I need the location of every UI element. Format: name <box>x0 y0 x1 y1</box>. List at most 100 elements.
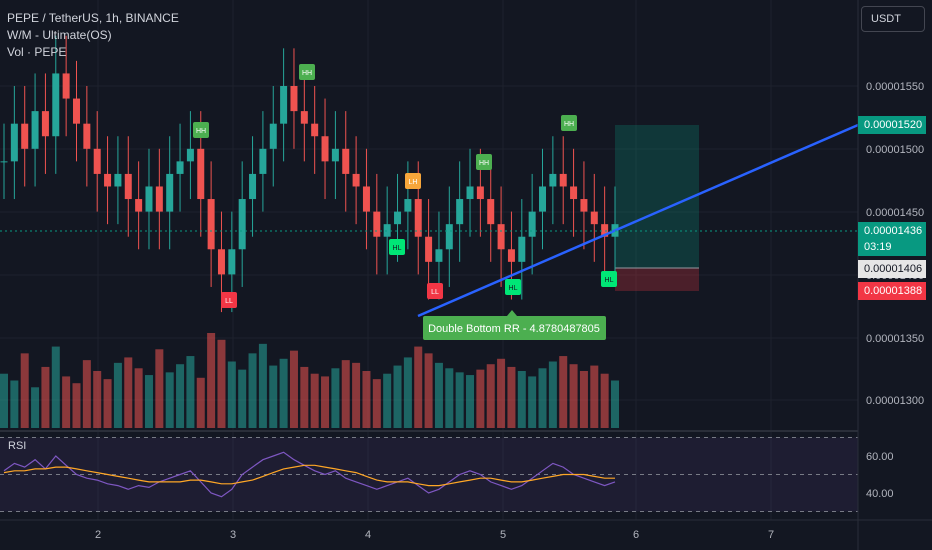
rsi-tick-label: 40.00 <box>866 488 894 500</box>
rsi-line <box>3 451 616 498</box>
volume-bar <box>72 383 81 428</box>
volume-bar <box>124 357 133 428</box>
candle-body <box>518 236 526 262</box>
volume-bar <box>113 362 122 428</box>
pivot-badge <box>561 115 577 131</box>
symbol-legend[interactable]: PEPE / TetherUS, 1h, BINANCE <box>7 11 179 25</box>
volume-bar <box>227 361 236 428</box>
pivot-badge <box>476 154 492 170</box>
candle-body <box>570 186 578 200</box>
volume-bar <box>372 379 381 428</box>
time-tick-label: 3 <box>230 529 236 541</box>
candle-body <box>135 199 143 212</box>
candle-body <box>21 123 29 149</box>
indicator-legend[interactable]: W/M - Ultimate(OS) <box>7 28 112 42</box>
pivot-badge <box>505 279 521 295</box>
volume-bar <box>279 358 288 428</box>
time-tick-label: 6 <box>633 529 639 541</box>
pivot-labels: HH HH HH HH LH LL LL HL HL HL <box>193 64 617 308</box>
volume-bar <box>300 366 309 428</box>
pivot-label-hl: HL <box>505 279 521 295</box>
volume-bar <box>466 375 475 428</box>
candle-body <box>155 186 163 212</box>
pivot-text: HH <box>302 70 312 77</box>
pivot-text: HH <box>196 128 206 135</box>
volume-bar <box>165 372 174 428</box>
volume-bar <box>403 357 412 428</box>
volume-bar <box>103 379 112 428</box>
time-tick-label: 7 <box>768 529 774 541</box>
volume-bar <box>41 366 50 428</box>
volume-bar <box>134 368 143 428</box>
target-price-tag: 0.00001520 <box>858 116 926 134</box>
pivot-text: HL <box>509 285 518 292</box>
volume-bar <box>155 349 164 428</box>
rsi-pane <box>0 437 858 512</box>
rsi-legend[interactable]: RSI <box>8 440 27 452</box>
long-position-tool <box>615 125 699 291</box>
volume-bar <box>62 376 71 428</box>
pivot-text: LL <box>431 289 439 296</box>
pivot-badge <box>405 173 421 189</box>
candle-body <box>259 148 267 174</box>
price-tick-label: 0.00001450 <box>866 207 924 219</box>
volume-bar <box>517 371 526 428</box>
candle-body <box>145 186 153 212</box>
volume-bar <box>476 369 485 428</box>
pivot-badge <box>221 292 237 308</box>
candle-body <box>342 148 350 174</box>
volume-bar <box>393 365 402 428</box>
candle-body <box>425 236 433 262</box>
volume-legend[interactable]: Vol · PEPE <box>7 45 67 59</box>
pivot-label-ll: LL <box>221 292 237 308</box>
volume-bar <box>310 373 319 428</box>
pivot-badge <box>389 239 405 255</box>
volume-bar <box>362 371 371 428</box>
volume-bar <box>269 365 278 428</box>
rsi-tick-label: 60.00 <box>866 451 894 463</box>
candle-body <box>580 199 588 212</box>
candle-body <box>104 173 112 187</box>
pivot-badge <box>601 271 617 287</box>
candle-body <box>62 73 70 99</box>
currency-button[interactable]: USDT <box>861 6 925 32</box>
pivot-text: HL <box>393 245 402 252</box>
candle-body <box>300 111 308 124</box>
stop-price-tag: 0.00001388 <box>858 282 926 300</box>
volume-bar <box>20 353 29 428</box>
candle-body <box>269 123 277 149</box>
candle-body <box>217 249 225 275</box>
time-tick-label: 5 <box>500 529 506 541</box>
candle-body <box>331 148 339 162</box>
candle-body <box>311 123 319 137</box>
volume-bar <box>579 371 588 428</box>
candle-body <box>207 199 215 250</box>
price-tick-label: 0.00001550 <box>866 81 924 93</box>
pivot-label-ll: LL <box>427 283 443 299</box>
volume-bar <box>507 366 516 428</box>
candle-body <box>435 249 443 262</box>
pivot-text: HH <box>479 160 489 167</box>
pivot-label-hh: HH <box>476 154 492 170</box>
volume-bar <box>176 364 185 428</box>
time-tick-label: 4 <box>365 529 371 541</box>
candle-body <box>249 173 257 200</box>
volume-bar <box>424 353 433 428</box>
volume-bar <box>414 346 423 428</box>
trendline <box>417 123 859 318</box>
candle-body <box>590 211 598 225</box>
volume-bar <box>569 364 578 428</box>
pivot-label-hh: HH <box>193 122 209 138</box>
volume-bar <box>538 368 547 428</box>
candle-body <box>52 73 60 137</box>
candle-body <box>321 136 329 162</box>
price-axis: 0.000015500.000015000.000014500.00001400… <box>866 81 924 407</box>
volume-bar <box>321 376 330 428</box>
profit-zone <box>615 125 699 268</box>
last-price-tag: 0.00001436 03:19 <box>858 222 926 256</box>
volume-bar <box>528 376 537 428</box>
candle-body <box>72 98 80 124</box>
candle-body <box>290 86 298 112</box>
candle-body <box>228 249 236 275</box>
